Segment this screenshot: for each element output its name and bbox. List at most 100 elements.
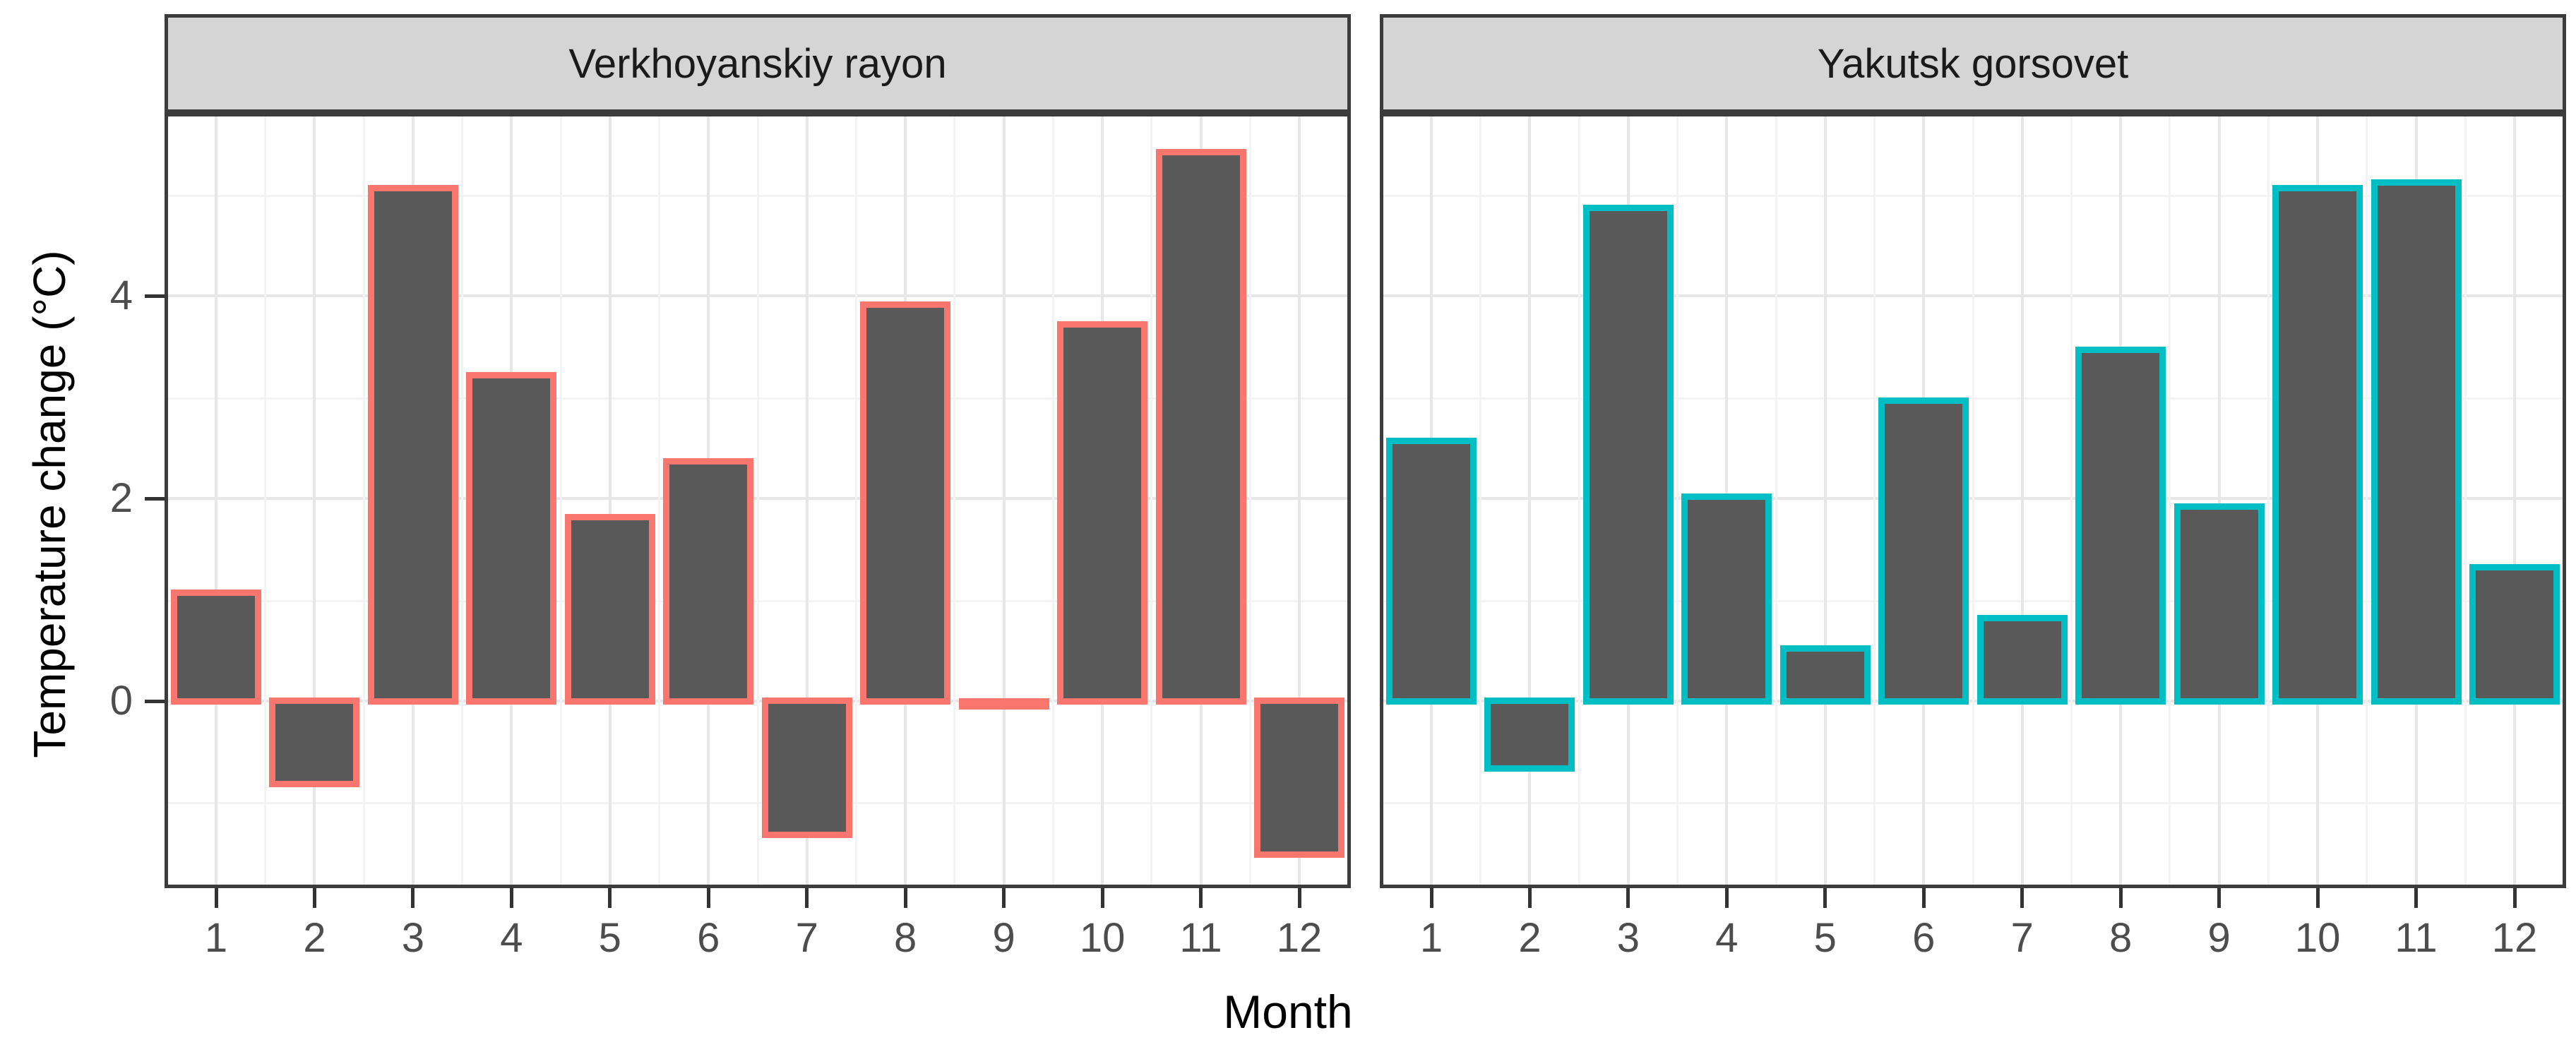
x-tick-label: 1 xyxy=(1419,915,1443,961)
x-tick-label: 7 xyxy=(795,915,818,961)
gridline-minor-v xyxy=(2169,113,2171,888)
x-tick-label: 8 xyxy=(2109,915,2133,961)
gridline-minor-v xyxy=(658,113,661,888)
y-axis-tick xyxy=(145,496,165,501)
gridline-minor-v xyxy=(1873,113,1876,888)
gridline-minor-v xyxy=(1972,113,1974,888)
gridline-major-v xyxy=(2020,113,2024,888)
gridline-major-v xyxy=(2513,113,2516,888)
gridline-major-v xyxy=(608,113,612,888)
facet-panel xyxy=(165,113,1351,888)
x-tick-label: 8 xyxy=(894,915,917,961)
gridline-minor-v xyxy=(2366,113,2368,888)
bar-month-12 xyxy=(2469,564,2560,705)
x-axis-tick xyxy=(706,888,710,908)
x-axis-tick xyxy=(1527,888,1532,908)
x-tick-label: 6 xyxy=(1912,915,1936,961)
gridline-major-v xyxy=(1823,113,1827,888)
gridline-minor-v xyxy=(953,113,956,888)
facet-panel xyxy=(1380,113,2566,888)
x-tick-label: 4 xyxy=(1715,915,1739,961)
x-tick-label: 5 xyxy=(1813,915,1837,961)
gridline-minor-v xyxy=(362,113,365,888)
x-tick-label: 10 xyxy=(1079,915,1126,961)
x-axis-tick xyxy=(1002,888,1006,908)
x-axis-tick xyxy=(2020,888,2025,908)
x-tick-label: 5 xyxy=(598,915,621,961)
x-axis-tick xyxy=(2512,888,2517,908)
x-tick-label: 12 xyxy=(1276,915,1323,961)
bar-month-3 xyxy=(367,184,458,705)
gridline-minor-v xyxy=(1248,113,1251,888)
x-tick-label: 1 xyxy=(204,915,228,961)
bar-month-8 xyxy=(2075,347,2166,705)
bar-month-1 xyxy=(1386,438,1477,705)
gridline-major-v xyxy=(313,113,316,888)
bar-month-3 xyxy=(1582,205,1674,705)
x-axis-tick xyxy=(1100,888,1104,908)
gridline-minor-v xyxy=(1479,113,1482,888)
y-tick-label: 0 xyxy=(109,678,133,724)
y-axis-tick xyxy=(145,294,165,298)
facet-strip: Yakutsk gorsovet xyxy=(1380,14,2566,113)
bar-month-8 xyxy=(860,301,951,705)
x-tick-label: 7 xyxy=(2010,915,2034,961)
x-axis-tick xyxy=(214,888,218,908)
x-tick-label: 6 xyxy=(697,915,720,961)
bar-month-2 xyxy=(1484,698,1575,772)
bar-month-12 xyxy=(1254,698,1344,858)
gridline-major-v xyxy=(2217,113,2221,888)
gridline-major-v xyxy=(1002,113,1006,888)
x-tick-label: 3 xyxy=(1616,915,1640,961)
gridline-minor-v xyxy=(461,113,464,888)
gridline-minor-v xyxy=(2464,113,2467,888)
gridline-minor-v xyxy=(559,113,562,888)
bar-month-2 xyxy=(269,698,360,787)
x-tick-label: 11 xyxy=(2395,915,2438,961)
x-axis-tick xyxy=(1199,888,1203,908)
x-axis-tick xyxy=(1297,888,1301,908)
bar-month-6 xyxy=(1878,397,1969,705)
x-axis-tick xyxy=(805,888,809,908)
x-axis-tick xyxy=(312,888,316,908)
x-axis-tick xyxy=(1429,888,1433,908)
gridline-minor-v xyxy=(1775,113,1777,888)
gridline-major-v xyxy=(805,113,809,888)
bar-month-11 xyxy=(1155,149,1246,705)
x-axis-tick xyxy=(2217,888,2222,908)
bar-month-9 xyxy=(958,698,1049,710)
x-axis-tick xyxy=(2118,888,2123,908)
x-axis-tick xyxy=(1626,888,1630,908)
x-tick-label: 2 xyxy=(303,915,326,961)
x-axis-tick xyxy=(1921,888,1926,908)
x-tick-label: 9 xyxy=(2207,915,2231,961)
bar-month-5 xyxy=(1779,645,1871,705)
gridline-major-v xyxy=(1528,113,1532,888)
bar-month-9 xyxy=(2174,503,2265,705)
gridline-minor-v xyxy=(2070,113,2073,888)
facet-strip-title: Yakutsk gorsovet xyxy=(1817,40,2129,87)
x-axis-tick xyxy=(509,888,513,908)
x-axis-tick xyxy=(411,888,415,908)
y-tick-label: 4 xyxy=(109,273,133,319)
gridline-minor-v xyxy=(264,113,267,888)
bar-month-5 xyxy=(564,513,655,705)
bar-month-10 xyxy=(2272,184,2363,705)
facet-strip: Verkhoyanskiy rayon xyxy=(165,14,1351,113)
x-tick-label: 4 xyxy=(500,915,523,961)
gridline-minor-v xyxy=(2267,113,2270,888)
facet-strip-title: Verkhoyanskiy rayon xyxy=(568,40,947,87)
y-axis-tick xyxy=(145,699,165,703)
x-axis-tick xyxy=(903,888,907,908)
y-tick-label: 2 xyxy=(109,475,133,522)
x-axis-title: Month xyxy=(1223,986,1353,1038)
x-tick-label: 9 xyxy=(992,915,1015,961)
gridline-minor-v xyxy=(1051,113,1054,888)
gridline-minor-v xyxy=(1150,113,1153,888)
gridline-major-v xyxy=(215,113,217,888)
gridline-minor-v xyxy=(1676,113,1679,888)
x-axis-tick xyxy=(1724,888,1729,908)
x-tick-label: 11 xyxy=(1179,915,1222,961)
gridline-minor-v xyxy=(1578,113,1580,888)
